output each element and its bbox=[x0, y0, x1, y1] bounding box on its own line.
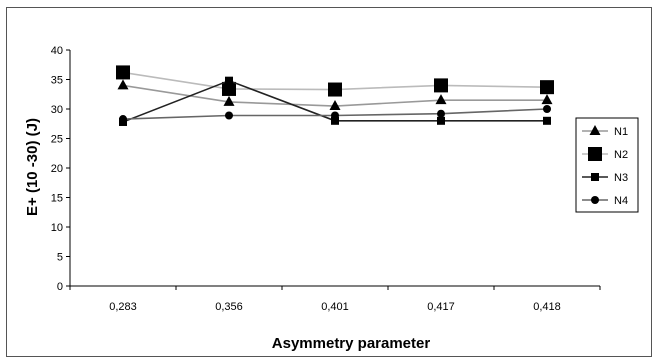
legend-label: N3 bbox=[614, 172, 628, 184]
y-tick-label: 30 bbox=[51, 104, 63, 116]
x-tick-label: 0,418 bbox=[533, 301, 561, 313]
data-point bbox=[329, 100, 341, 111]
legend-item-n1: N1 bbox=[582, 125, 628, 138]
data-point bbox=[225, 111, 233, 120]
legend-item-n3: N3 bbox=[582, 172, 628, 184]
x-tick-label: 0,401 bbox=[321, 301, 349, 313]
data-point bbox=[543, 116, 551, 125]
y-tick-label: 15 bbox=[51, 193, 63, 205]
chart-frame bbox=[6, 7, 652, 357]
y-tick-label: 25 bbox=[51, 134, 63, 146]
series-n4 bbox=[119, 105, 551, 124]
legend-label: N4 bbox=[614, 195, 628, 207]
data-point bbox=[331, 116, 339, 125]
x-tick-label: 0,283 bbox=[109, 301, 137, 313]
data-point bbox=[328, 82, 342, 97]
y-tick-label: 10 bbox=[51, 222, 63, 234]
data-point bbox=[331, 111, 339, 120]
data-point bbox=[437, 116, 445, 125]
y-axis-ticks: 0 5 10 15 20 25 30 35 40 bbox=[51, 45, 70, 293]
data-point bbox=[540, 80, 554, 95]
legend: N1 N2 N3 N4 bbox=[575, 117, 639, 213]
y-tick-label: 35 bbox=[51, 75, 63, 87]
legend-marker bbox=[589, 125, 601, 135]
data-point bbox=[225, 76, 233, 85]
data-point bbox=[434, 78, 448, 93]
legend-marker bbox=[588, 147, 602, 161]
series-n2 bbox=[116, 65, 554, 97]
legend-marker bbox=[591, 173, 599, 181]
legend-label: N2 bbox=[614, 149, 628, 161]
data-point bbox=[437, 109, 445, 118]
y-tick-label: 20 bbox=[51, 163, 63, 175]
legend-item-n4: N4 bbox=[582, 195, 628, 207]
data-point bbox=[117, 79, 129, 90]
y-tick-label: 0 bbox=[57, 281, 63, 293]
data-point bbox=[119, 115, 127, 124]
data-point bbox=[116, 65, 130, 80]
x-axis-ticks: 0,283 0,356 0,401 0,417 0,418 bbox=[69, 286, 601, 313]
data-point bbox=[435, 94, 447, 105]
y-tick-label: 5 bbox=[57, 252, 63, 264]
data-point bbox=[543, 105, 551, 113]
x-tick-label: 0,356 bbox=[215, 301, 243, 313]
data-point bbox=[222, 81, 236, 96]
series-n1 bbox=[117, 79, 553, 111]
legend-marker bbox=[591, 196, 599, 204]
x-axis-title: Asymmetry parameter bbox=[272, 335, 431, 352]
legend-box bbox=[575, 117, 639, 213]
legend-label: N1 bbox=[614, 126, 628, 138]
y-axis-title: E+ (10 -30) (J) bbox=[24, 118, 41, 216]
legend-item-n2: N2 bbox=[582, 147, 628, 161]
data-point bbox=[541, 94, 553, 105]
data-point bbox=[223, 95, 235, 106]
series-layer bbox=[116, 65, 554, 126]
x-tick-label: 0,417 bbox=[427, 301, 455, 313]
y-tick-label: 40 bbox=[51, 45, 63, 57]
